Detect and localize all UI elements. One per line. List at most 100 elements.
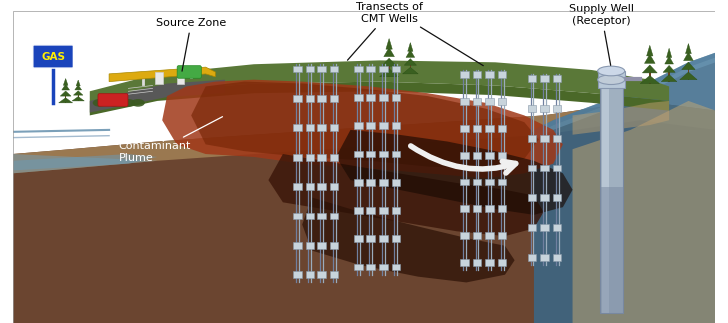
- Polygon shape: [162, 80, 563, 178]
- Bar: [553, 75, 561, 82]
- Bar: [379, 207, 387, 214]
- Polygon shape: [404, 59, 416, 65]
- Polygon shape: [59, 98, 73, 103]
- Bar: [600, 84, 622, 313]
- Text: Contaminant
Plume: Contaminant Plume: [119, 117, 223, 163]
- Polygon shape: [661, 75, 677, 82]
- Polygon shape: [640, 76, 660, 84]
- Bar: [293, 271, 301, 278]
- Polygon shape: [90, 80, 225, 112]
- Bar: [553, 194, 561, 201]
- Ellipse shape: [131, 99, 145, 107]
- Bar: [317, 271, 326, 278]
- Bar: [354, 151, 363, 157]
- Bar: [317, 66, 326, 72]
- FancyBboxPatch shape: [33, 45, 74, 68]
- Bar: [540, 165, 549, 172]
- Polygon shape: [534, 53, 716, 135]
- Bar: [528, 135, 537, 142]
- Bar: [498, 205, 507, 212]
- Bar: [330, 183, 339, 190]
- FancyBboxPatch shape: [98, 94, 128, 106]
- Bar: [498, 152, 507, 159]
- Bar: [293, 183, 301, 190]
- Bar: [472, 259, 481, 266]
- Bar: [388, 64, 390, 77]
- Bar: [553, 254, 561, 261]
- Polygon shape: [75, 85, 82, 90]
- Polygon shape: [686, 44, 692, 54]
- Polygon shape: [74, 91, 83, 95]
- Bar: [293, 124, 301, 131]
- Bar: [293, 66, 301, 72]
- Polygon shape: [12, 154, 157, 171]
- Polygon shape: [534, 57, 716, 140]
- Bar: [330, 66, 339, 72]
- Bar: [392, 151, 400, 157]
- Text: Source Zone: Source Zone: [156, 18, 226, 71]
- Bar: [472, 98, 481, 105]
- Bar: [472, 232, 481, 239]
- Bar: [553, 105, 561, 112]
- Bar: [540, 194, 549, 201]
- Bar: [553, 224, 561, 231]
- Bar: [498, 98, 507, 105]
- Bar: [330, 154, 339, 161]
- Bar: [306, 183, 314, 190]
- Bar: [460, 71, 469, 78]
- Bar: [472, 179, 481, 185]
- Polygon shape: [90, 60, 669, 106]
- Bar: [553, 165, 561, 172]
- Bar: [317, 213, 326, 219]
- FancyBboxPatch shape: [177, 66, 202, 78]
- Bar: [600, 187, 622, 313]
- Bar: [460, 205, 469, 212]
- Polygon shape: [684, 52, 693, 61]
- Bar: [366, 264, 375, 270]
- Bar: [540, 105, 549, 112]
- Bar: [472, 152, 481, 159]
- Polygon shape: [381, 58, 397, 66]
- Bar: [366, 179, 375, 185]
- Bar: [460, 232, 469, 239]
- Polygon shape: [663, 65, 675, 72]
- Bar: [472, 71, 481, 78]
- Polygon shape: [62, 84, 69, 90]
- Bar: [410, 63, 411, 74]
- Bar: [498, 179, 507, 185]
- Polygon shape: [384, 47, 395, 57]
- Polygon shape: [336, 130, 572, 215]
- Bar: [156, 72, 163, 84]
- Bar: [379, 179, 387, 185]
- Bar: [306, 95, 314, 102]
- Ellipse shape: [107, 99, 121, 107]
- Bar: [306, 124, 314, 131]
- Ellipse shape: [92, 99, 106, 107]
- Bar: [293, 154, 301, 161]
- Polygon shape: [76, 80, 80, 86]
- Bar: [540, 254, 549, 261]
- Text: Transects of
CMT Wells: Transects of CMT Wells: [347, 2, 422, 60]
- Bar: [366, 66, 375, 72]
- Bar: [498, 71, 507, 78]
- Bar: [485, 98, 494, 105]
- Bar: [528, 224, 537, 231]
- Bar: [540, 224, 549, 231]
- Bar: [392, 179, 400, 185]
- Ellipse shape: [122, 99, 135, 107]
- Bar: [540, 75, 549, 82]
- Bar: [293, 242, 301, 249]
- Bar: [293, 95, 301, 102]
- Bar: [366, 207, 375, 214]
- Bar: [472, 125, 481, 132]
- Polygon shape: [642, 65, 657, 73]
- Bar: [78, 94, 79, 101]
- Polygon shape: [109, 67, 215, 82]
- Bar: [498, 259, 507, 266]
- Bar: [354, 66, 363, 72]
- Bar: [65, 94, 66, 103]
- Bar: [460, 125, 469, 132]
- Bar: [306, 242, 314, 249]
- Bar: [330, 271, 339, 278]
- Bar: [460, 152, 469, 159]
